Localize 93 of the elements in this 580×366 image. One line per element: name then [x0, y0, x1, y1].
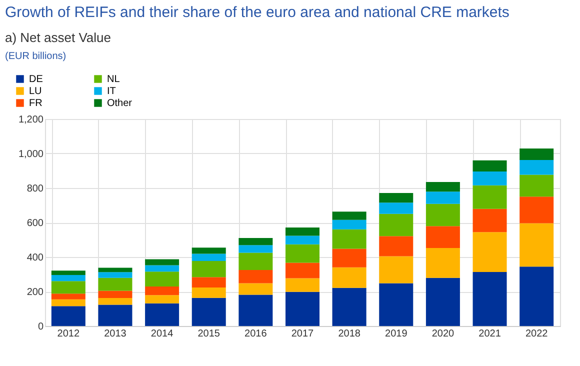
- bar: [238, 270, 273, 284]
- bar: [332, 220, 366, 230]
- bar: [145, 286, 180, 296]
- text: (EUR billions): [5, 51, 66, 62]
- bar: [426, 248, 460, 278]
- bar: [192, 277, 226, 288]
- bar: [379, 202, 414, 214]
- y-tick-label: 0: [38, 322, 44, 332]
- bar: [98, 278, 132, 291]
- bar: [520, 196, 554, 224]
- x-tick-label: 2013: [104, 328, 127, 340]
- bar: [98, 268, 132, 272]
- bar: [472, 171, 507, 186]
- bar: [286, 236, 320, 244]
- bar: [286, 244, 320, 263]
- bar: [520, 223, 554, 267]
- bar: [98, 298, 132, 305]
- bar: [520, 174, 554, 197]
- bar: [472, 185, 507, 209]
- legend-label: IT: [107, 86, 116, 97]
- bar: [192, 298, 226, 326]
- bar: [286, 278, 320, 292]
- bar: [145, 265, 180, 272]
- bar: [379, 283, 414, 326]
- x-tick-label: 2018: [338, 328, 361, 340]
- y-tick-label: 600: [26, 218, 44, 229]
- bar: [426, 182, 460, 192]
- bar: [426, 226, 460, 248]
- bar: [520, 148, 554, 160]
- x-tick-label: 2014: [150, 328, 174, 340]
- chart-title: Growth of REIFs and their share of the euro area and national CRE markets: [5, 4, 510, 21]
- x-tick-label: 2020: [432, 328, 455, 340]
- x-tick-label: 2021: [478, 328, 502, 340]
- bar: [51, 306, 86, 326]
- x-tick-label: 2019: [385, 328, 408, 340]
- bar: [192, 254, 226, 261]
- bar: [51, 274, 86, 282]
- bar: [238, 252, 273, 270]
- x-tick-label: 2015: [198, 328, 220, 340]
- bar: [98, 272, 132, 278]
- bar: [238, 294, 273, 326]
- bar: [332, 267, 366, 288]
- bar: [520, 266, 554, 326]
- bar: [286, 262, 320, 278]
- bar: [192, 288, 226, 298]
- bar: [98, 304, 132, 326]
- bar: [51, 270, 86, 275]
- bar: [472, 160, 507, 172]
- x-tick-label: 2012: [57, 328, 80, 340]
- bar: [379, 193, 414, 203]
- bar: [238, 245, 273, 253]
- y-tick-label: 400: [26, 252, 44, 264]
- bar: [472, 208, 507, 232]
- bar: [145, 303, 180, 326]
- bar: [192, 260, 226, 278]
- bar: [332, 248, 366, 268]
- legend-label: DE: [29, 74, 44, 85]
- bar: [379, 236, 414, 256]
- legend-label: FR: [29, 98, 42, 109]
- y-tick-label: 200: [26, 287, 44, 298]
- y-tick-label: 800: [26, 184, 44, 194]
- bar: [286, 292, 320, 326]
- bar: [51, 294, 86, 300]
- bar: [426, 192, 460, 204]
- bar: [472, 232, 507, 272]
- legend-label: NL: [107, 74, 120, 85]
- bar: [238, 283, 273, 295]
- x-tick-label: 2017: [291, 328, 314, 340]
- bar: [379, 256, 414, 284]
- y-tick-label: 1,000: [18, 149, 44, 160]
- bar: [520, 160, 554, 175]
- bar: [145, 272, 180, 286]
- bar: [426, 204, 460, 226]
- bar: [426, 278, 460, 326]
- bar: [51, 299, 86, 306]
- x-tick-label: 2022: [525, 328, 548, 340]
- bar: [145, 295, 180, 304]
- bar: [98, 290, 132, 298]
- bar: [332, 288, 366, 326]
- bar: [332, 212, 366, 220]
- bar: [286, 228, 320, 236]
- bar: [238, 238, 273, 246]
- bar: [472, 272, 507, 326]
- legend-label: Other: [107, 98, 133, 109]
- legend-label: LU: [29, 86, 42, 97]
- bar: [145, 259, 180, 266]
- bar: [332, 229, 366, 249]
- bar: [192, 248, 226, 254]
- x-tick-label: 2016: [244, 328, 268, 340]
- chart-subtitle: a) Net asset Value: [5, 30, 111, 45]
- bar: [51, 281, 86, 294]
- bar: [379, 214, 414, 236]
- y-tick-label: 1,200: [18, 114, 44, 126]
